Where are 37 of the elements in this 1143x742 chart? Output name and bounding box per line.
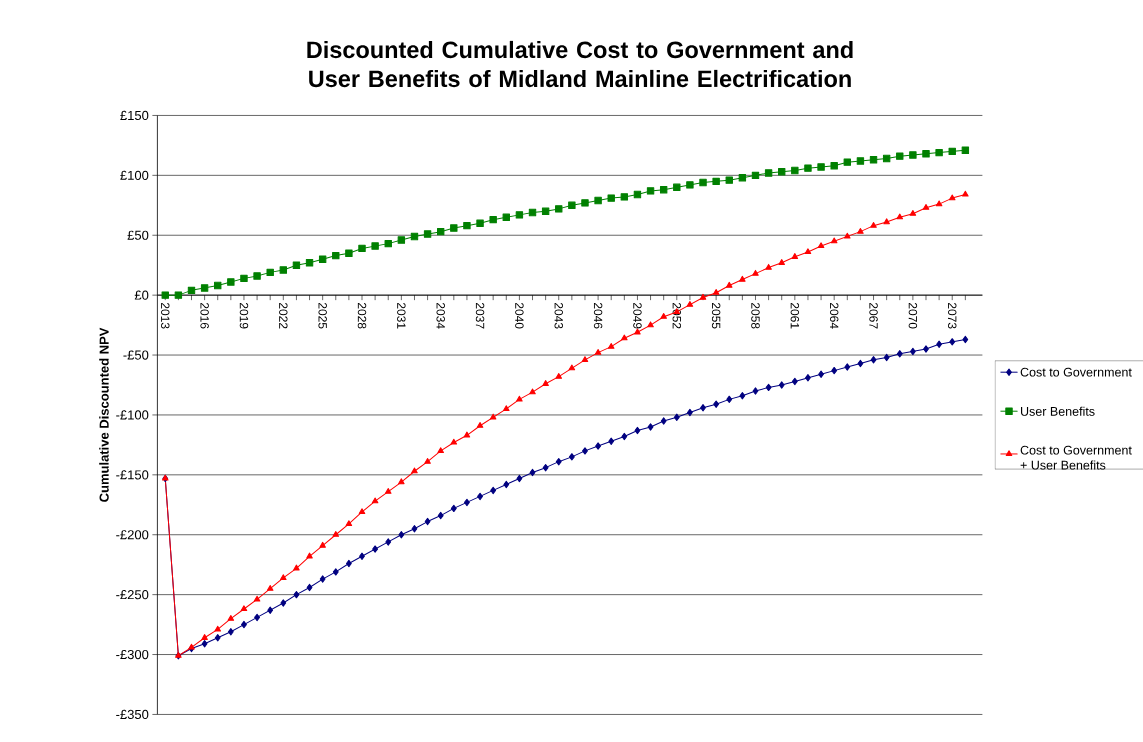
x-tick-label: 2013 xyxy=(161,302,170,329)
y-tick-label: £50 xyxy=(127,230,149,240)
x-tick-label: 2034 xyxy=(436,302,445,329)
x-tick-label: 2046 xyxy=(593,302,603,329)
x-tick-label: 2061 xyxy=(790,302,800,329)
y-tick-label: £100 xyxy=(120,170,149,180)
y-tick-label: £150 xyxy=(120,110,149,121)
x-tick-label: 2052 xyxy=(672,302,682,329)
x-tick-label: 2067 xyxy=(869,302,878,329)
legend-label: User Benefits xyxy=(1021,406,1095,416)
x-tick-label: 2037 xyxy=(475,302,485,329)
x-tick-label: 2025 xyxy=(318,302,327,329)
x-tick-label: 2049 xyxy=(633,302,642,329)
y-tick-label: -£250 xyxy=(116,590,149,600)
legend-label: Cost to Government + User Benefits xyxy=(1020,445,1132,470)
y-tick-label: -£200 xyxy=(116,530,149,540)
x-tick-label: 2058 xyxy=(751,302,760,329)
x-tick-label: 2064 xyxy=(829,302,839,329)
x-tick-label: 2073 xyxy=(947,302,957,329)
x-tick-label: 2016 xyxy=(200,302,209,329)
x-tick-label: 2028 xyxy=(357,302,367,329)
x-tick-label: 2040 xyxy=(515,302,524,329)
x-tick-label: 2070 xyxy=(908,302,918,329)
chart-title: Discounted Cumulative Cost to Government and User Benefits of Midland Mainline Electrification xyxy=(307,40,853,88)
y-tick-label: -£150 xyxy=(116,470,149,480)
x-tick-label: 2055 xyxy=(711,302,721,329)
y-tick-label: -£300 xyxy=(116,649,149,660)
y-tick-label: -£350 xyxy=(116,709,149,720)
x-tick-label: 2019 xyxy=(239,302,249,329)
x-tick-label: 2022 xyxy=(279,302,288,329)
y-tick-label: -£100 xyxy=(116,410,149,420)
y-tick-label: -£50 xyxy=(123,350,149,360)
legend-label: Cost to Government xyxy=(1020,367,1132,377)
x-tick-label: 2043 xyxy=(554,302,563,329)
x-tick-label: 2031 xyxy=(397,302,406,329)
y-axis-title: Cumulative Discounted NPV xyxy=(99,327,109,502)
y-tick-label: £0 xyxy=(134,290,149,300)
